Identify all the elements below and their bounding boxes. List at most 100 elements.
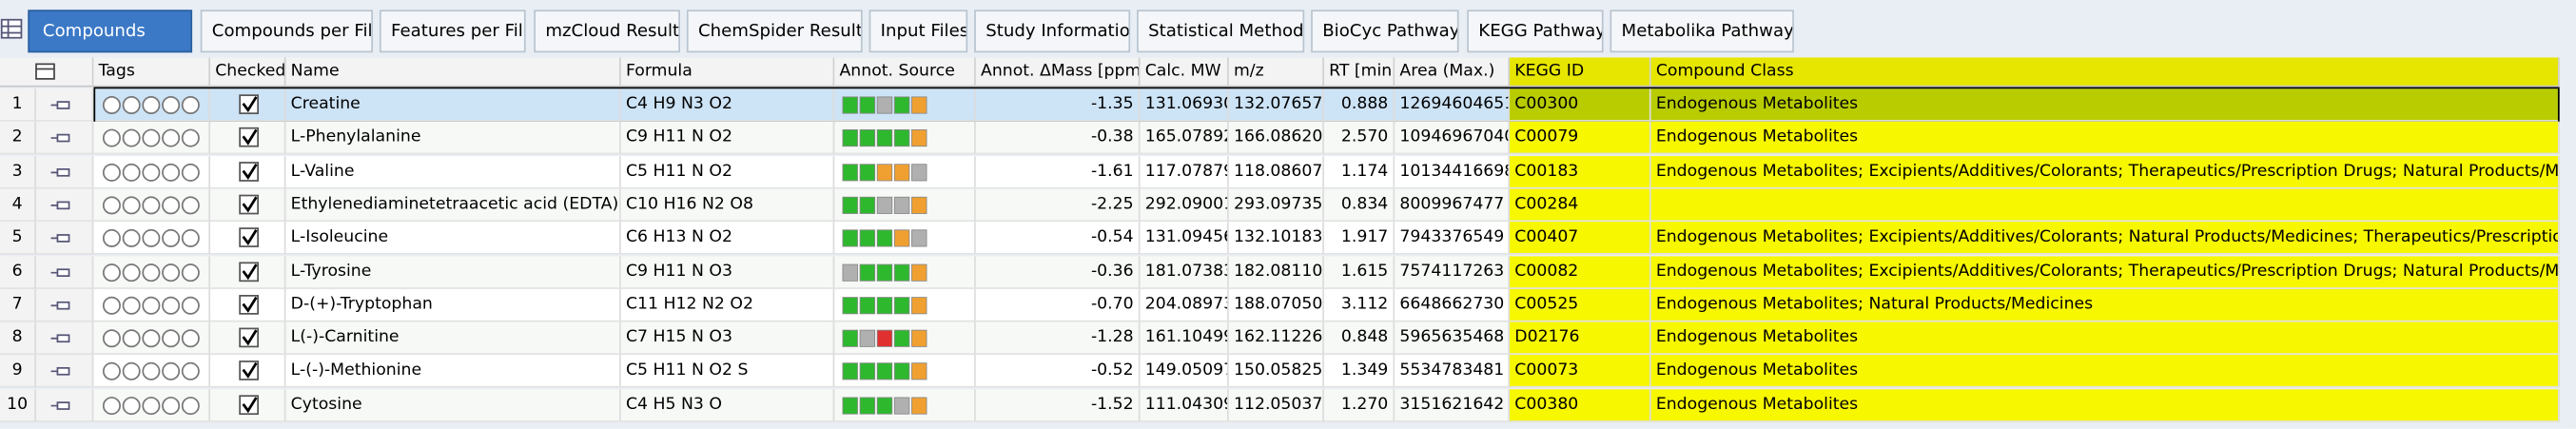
column-header[interactable]: Checked [210, 57, 286, 88]
table-cell: 188.07050 [1228, 288, 1324, 322]
checked-cell[interactable] [210, 355, 286, 389]
row-pin[interactable] [35, 255, 94, 289]
column-header[interactable]: KEGG ID [1510, 57, 1651, 88]
column-header[interactable]: m/z [1228, 57, 1324, 88]
row-number: 1 [0, 88, 36, 122]
pin-icon [50, 234, 70, 244]
checked-cell[interactable] [210, 155, 286, 188]
tags-cell[interactable] [93, 288, 211, 322]
grid-icon[interactable] [0, 13, 23, 47]
table-cell: 150.05825 [1228, 355, 1324, 389]
checkbox[interactable] [215, 289, 281, 322]
table-cell [1650, 188, 2560, 222]
table-cell: -0.36 [975, 255, 1141, 289]
tab[interactable]: Metabolika Pathways [1610, 10, 1794, 53]
column-header[interactable]: RT [min] [1323, 57, 1395, 88]
checkbox[interactable] [215, 88, 281, 122]
table-cell: C00380 [1510, 388, 1651, 422]
annot-source-squares [842, 163, 927, 181]
table-cell: Endogenous Metabolites [1650, 122, 2560, 155]
column-header[interactable]: Annot. ΔMass [ppm] [975, 57, 1141, 88]
annot-source-squares [842, 129, 927, 147]
tags-cell[interactable] [93, 355, 211, 389]
tab[interactable]: Compounds [28, 10, 193, 53]
checkbox[interactable] [215, 356, 281, 389]
annot-source-cell [834, 222, 976, 256]
column-header[interactable]: Name [285, 57, 621, 88]
tags-cell[interactable] [93, 322, 211, 356]
table-cell: 131.06930 [1140, 88, 1229, 122]
table-cell: Endogenous Metabolites [1650, 355, 2560, 389]
table-cell: 166.08620 [1228, 122, 1324, 155]
table-cell: 0.848 [1323, 322, 1395, 356]
checkbox[interactable] [215, 155, 281, 188]
pin-icon [50, 400, 70, 410]
table-cell: -2.25 [975, 188, 1141, 222]
checked-cell[interactable] [210, 122, 286, 155]
row-pin[interactable] [35, 188, 94, 222]
tab[interactable]: mzCloud Results [534, 10, 680, 53]
column-header[interactable]: Formula [620, 57, 835, 88]
tags-cell[interactable] [93, 122, 211, 155]
table-cell: 293.09735 [1228, 188, 1324, 222]
table-cell: 132.07657 [1228, 88, 1324, 122]
tags-cell[interactable] [93, 222, 211, 256]
checked-cell[interactable] [210, 222, 286, 256]
checked-cell[interactable] [210, 322, 286, 356]
tag-circles [102, 396, 200, 415]
column-header[interactable]: Calc. MW [1140, 57, 1229, 88]
row-pin[interactable] [35, 122, 94, 155]
checkbox[interactable] [215, 389, 281, 422]
tab[interactable]: Study Information [974, 10, 1131, 53]
table-cell: C10 H16 N2 O8 [620, 188, 835, 222]
annot-source-cell [834, 88, 976, 122]
column-header[interactable]: Tags [93, 57, 211, 88]
column-chooser-icon[interactable] [0, 57, 93, 87]
checked-cell[interactable] [210, 255, 286, 289]
tab[interactable]: KEGG Pathways [1467, 10, 1604, 53]
tab[interactable]: Input Files [868, 10, 968, 53]
row-pin[interactable] [35, 222, 94, 256]
tags-cell[interactable] [93, 388, 211, 422]
tab[interactable]: BioCyc Pathways [1311, 10, 1459, 53]
checked-cell[interactable] [210, 288, 286, 322]
checkbox[interactable] [215, 256, 281, 289]
checked-cell[interactable] [210, 188, 286, 222]
checked-cell[interactable] [210, 88, 286, 122]
checked-cell[interactable] [210, 388, 286, 422]
tab[interactable]: ChemSpider Results [686, 10, 863, 53]
tags-cell[interactable] [93, 255, 211, 289]
row-pin[interactable] [35, 355, 94, 389]
column-header[interactable]: Annot. Source [834, 57, 976, 88]
tags-cell[interactable] [93, 88, 211, 122]
row-pin[interactable] [35, 88, 94, 122]
tags-cell[interactable] [93, 188, 211, 222]
table-cell: C00073 [1510, 355, 1651, 389]
tag-circles [102, 196, 200, 215]
row-pin[interactable] [35, 388, 94, 422]
row-pin[interactable] [35, 288, 94, 322]
row-pin[interactable] [35, 322, 94, 356]
column-header[interactable]: Compound Class [1650, 57, 2560, 88]
tab[interactable]: Statistical Methods [1137, 10, 1305, 53]
table-cell: -0.54 [975, 222, 1141, 256]
table-cell: 2.570 [1323, 122, 1395, 155]
annot-source-cell [834, 388, 976, 422]
table-cell: 204.08973 [1140, 288, 1229, 322]
checkbox[interactable] [215, 188, 281, 222]
column-header[interactable]: Area (Max.) [1395, 57, 1511, 88]
tab[interactable]: Features per File [379, 10, 526, 53]
table-cell: 10946967040 [1395, 122, 1511, 155]
table-cell: 117.07879 [1140, 155, 1229, 188]
table-cell: C5 H11 N O2 [620, 155, 835, 188]
tags-cell[interactable] [93, 155, 211, 188]
table-cell: L-Phenylalanine [285, 122, 621, 155]
tab[interactable]: Compounds per File [200, 10, 374, 53]
checkbox[interactable] [215, 322, 281, 356]
annot-source-squares [842, 196, 927, 214]
checkbox[interactable] [215, 122, 281, 155]
checkbox[interactable] [215, 222, 281, 255]
table-cell: 3151621642 [1395, 388, 1511, 422]
row-pin[interactable] [35, 155, 94, 188]
pin-icon [50, 101, 70, 109]
